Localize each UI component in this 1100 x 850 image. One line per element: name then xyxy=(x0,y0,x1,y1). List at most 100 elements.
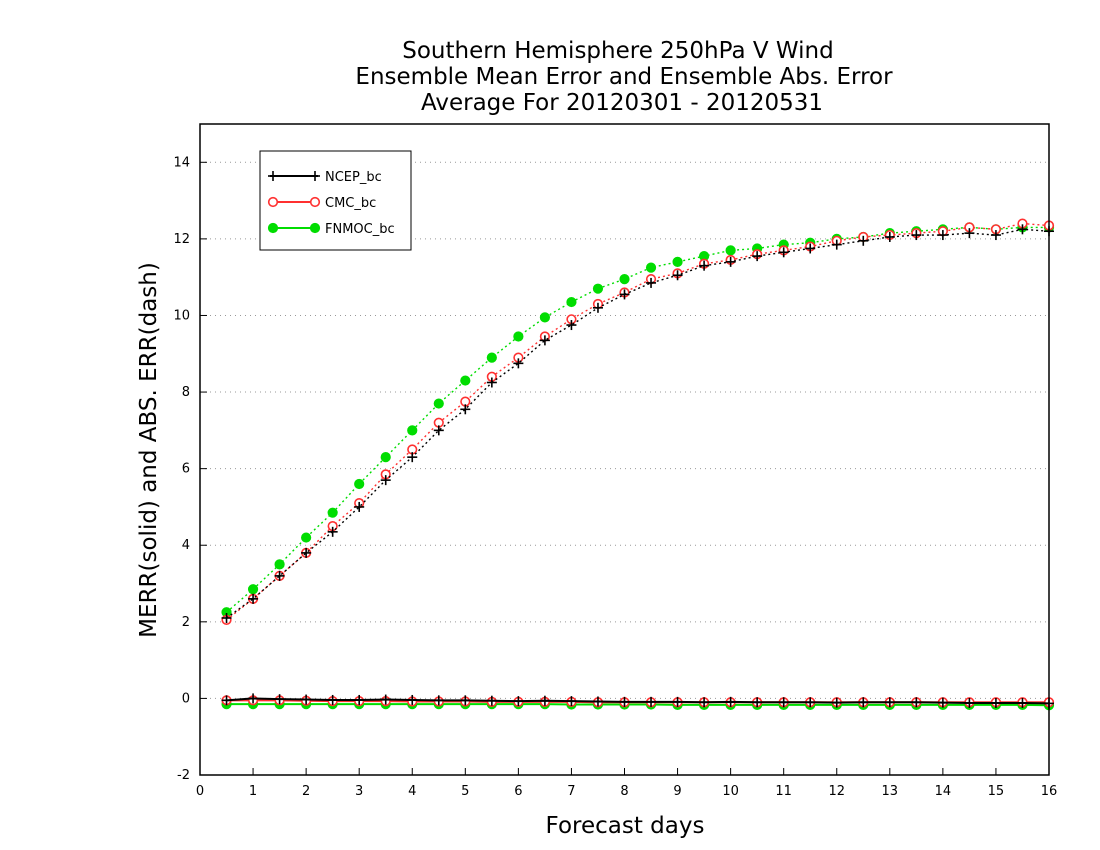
x-tick-label-11: 11 xyxy=(775,784,792,799)
fnmoc-bc-abs-err-point-11 xyxy=(513,331,524,342)
legend-label-fnmoc-bc: FNMOC_bc xyxy=(325,222,395,237)
fnmoc-bc-abs-err-point-1 xyxy=(247,584,259,595)
x-tick-label-0: 0 xyxy=(196,784,204,799)
title-line-2: Ensemble Mean Error and Ensemble Abs. Er… xyxy=(355,64,893,90)
legend-marker-end-fnmoc-bc xyxy=(309,222,321,234)
ncep-bc-abs-err-point-11 xyxy=(513,358,524,369)
y-tick-label-5: 8 xyxy=(182,385,190,400)
ncep-bc-abs-err-point-27 xyxy=(937,230,948,241)
ncep-bc-abs-err-point-18 xyxy=(699,260,710,271)
ncep-bc-merr-point-0 xyxy=(221,695,232,706)
ncep-bc-abs-err-point-14 xyxy=(592,302,603,313)
x-tick-label-2: 2 xyxy=(302,784,310,799)
ncep-bc-merr-point-27 xyxy=(937,697,948,708)
ncep-bc-abs-err-point-9 xyxy=(460,404,471,415)
chart-title: Southern Hemisphere 250hPa V Wind Ensemb… xyxy=(355,38,893,116)
x-tick-label-3: 3 xyxy=(355,784,363,799)
fnmoc-bc-merr-line xyxy=(226,703,1050,707)
ncep-bc-abs-err-point-25 xyxy=(884,231,895,242)
fnmoc-bc-abs-err-point-15 xyxy=(619,273,630,285)
x-tick-label-10: 10 xyxy=(722,784,739,799)
legend: NCEP_bc CMC_bc FNMOC_bc xyxy=(259,150,412,251)
y-tick-label-3: 4 xyxy=(182,538,190,553)
ncep-bc-abs-err-point-16 xyxy=(646,277,657,288)
ncep-bc-merr-point-26 xyxy=(911,697,922,708)
fnmoc-bc-abs-err-point-17 xyxy=(672,256,683,267)
ncep-bc-merr-point-18 xyxy=(699,697,710,708)
fnmoc-bc-abs-err-point-10 xyxy=(486,352,497,363)
ncep-bc-abs-err-point-10 xyxy=(486,377,497,388)
ncep-bc-abs-err-point-22 xyxy=(805,243,816,254)
ncep-bc-merr-point-6 xyxy=(380,694,391,705)
ncep-bc-abs-err-point-6 xyxy=(380,475,391,486)
ncep-bc-merr-point-14 xyxy=(592,696,603,707)
fnmoc-bc-abs-err-point-19 xyxy=(725,245,736,256)
y-tick-label-8: 14 xyxy=(173,155,190,170)
y-tick-label-4: 6 xyxy=(182,462,190,477)
fnmoc-bc-abs-err-point-6 xyxy=(380,452,391,463)
ncep-bc-merr-point-21 xyxy=(778,697,789,708)
fnmoc-bc-abs-err-line xyxy=(226,226,1049,613)
x-tick-label-15: 15 xyxy=(988,784,1005,799)
ncep-bc-abs-err-point-24 xyxy=(858,235,869,246)
fnmoc-bc-abs-err-point-5 xyxy=(354,478,365,490)
ncep-bc-merr-point-1 xyxy=(248,693,259,704)
x-tick-label-6: 6 xyxy=(514,784,522,799)
cmc-bc-abs-err-line xyxy=(226,222,1050,621)
ncep-bc-abs-err-point-30 xyxy=(1017,224,1028,235)
fnmoc-bc-abs-err-point-16 xyxy=(645,262,657,273)
legend-marker-start-cmc-bc xyxy=(267,196,279,208)
ncep-bc-merr-point-19 xyxy=(725,696,736,707)
ncep-bc-abs-err-point-28 xyxy=(964,228,975,239)
ncep-bc-abs-err-point-26 xyxy=(911,230,922,241)
ncep-bc-merr-point-20 xyxy=(752,697,763,708)
fnmoc-bc-abs-err-point-4 xyxy=(327,507,338,518)
ncep-bc-abs-err-point-17 xyxy=(672,270,683,281)
ncep-bc-merr-point-12 xyxy=(539,695,550,706)
title-line-3: Average For 20120301 - 20120531 xyxy=(421,90,823,116)
y-tick-label-7: 12 xyxy=(173,232,190,247)
x-tick-label-7: 7 xyxy=(567,784,575,799)
y-axis-label: MERR(solid) and ABS. ERR(dash) xyxy=(136,262,162,638)
fnmoc-bc-abs-err-point-12 xyxy=(539,312,551,323)
x-tick-label-16: 16 xyxy=(1041,784,1058,799)
x-tick-label-4: 4 xyxy=(408,784,416,799)
x-tick-label-8: 8 xyxy=(620,784,628,799)
ncep-bc-abs-err-point-12 xyxy=(539,335,550,346)
legend-marker-start-fnmoc-bc xyxy=(267,222,279,234)
legend-box xyxy=(259,150,412,251)
ncep-bc-abs-err-point-2 xyxy=(274,570,285,581)
ncep-bc-abs-err-point-0 xyxy=(221,612,232,623)
ncep-bc-merr-point-11 xyxy=(513,696,524,707)
ncep-bc-merr-point-16 xyxy=(646,696,657,707)
ncep-bc-abs-err-point-4 xyxy=(327,526,338,537)
ncep-bc-merr-point-9 xyxy=(460,695,471,706)
x-tick-label-1: 1 xyxy=(249,784,257,799)
x-tick-label-13: 13 xyxy=(882,784,899,799)
fnmoc-bc-abs-err-point-3 xyxy=(301,532,312,543)
ncep-bc-merr-point-13 xyxy=(566,696,577,707)
y-tick-label-1: 0 xyxy=(182,691,190,706)
x-tick-label-12: 12 xyxy=(828,784,845,799)
x-tick-label-9: 9 xyxy=(673,784,681,799)
fnmoc-bc-abs-err-point-2 xyxy=(274,559,285,570)
fnmoc-bc-abs-err-point-7 xyxy=(407,425,418,436)
ncep-bc-merr-point-10 xyxy=(486,695,497,706)
legend-marker-end-ncep-bc xyxy=(310,171,320,181)
ncep-bc-merr-point-28 xyxy=(964,698,975,709)
y-tick-label-6: 10 xyxy=(173,308,190,323)
title-line-1: Southern Hemisphere 250hPa V Wind xyxy=(402,38,833,64)
ncep-bc-abs-err-point-7 xyxy=(407,452,418,463)
y-axis-ticks: -2 0 2 4 6 8 10 12 14 xyxy=(173,155,207,783)
ncep-bc-merr-point-22 xyxy=(805,697,816,708)
ncep-bc-merr-point-4 xyxy=(327,694,338,705)
ncep-bc-abs-err-line xyxy=(226,228,1050,619)
ncep-bc-merr-point-15 xyxy=(619,696,630,707)
ncep-bc-merr-point-17 xyxy=(672,696,683,707)
legend-label-ncep-bc: NCEP_bc xyxy=(325,170,382,185)
ncep-bc-abs-err-point-8 xyxy=(433,425,444,436)
ncep-bc-abs-err-point-29 xyxy=(990,230,1001,241)
ncep-bc-abs-err-point-5 xyxy=(354,501,365,512)
legend-marker-start-ncep-bc xyxy=(268,171,278,181)
